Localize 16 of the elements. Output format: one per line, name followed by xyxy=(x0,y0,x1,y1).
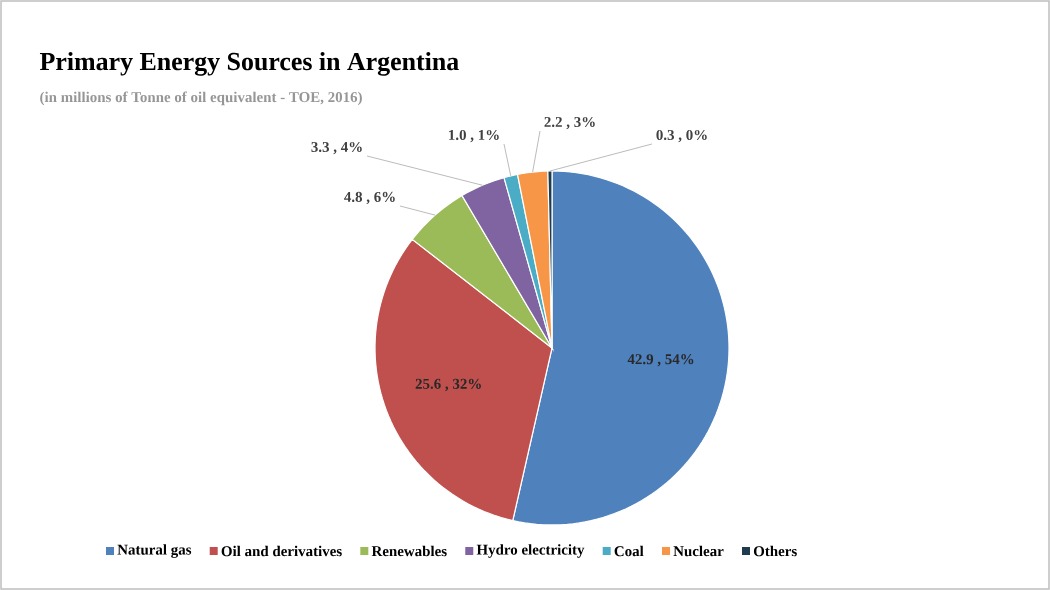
legend-label: Renewables xyxy=(371,545,447,557)
data-label: 25.6 , 32% xyxy=(415,378,481,392)
legend-label: Others xyxy=(753,545,797,557)
legend-label: Nuclear xyxy=(673,545,724,557)
legend-label: Oil and derivatives xyxy=(221,545,342,557)
data-label: 4.8 , 6% xyxy=(344,191,395,205)
data-label: 2.2 , 3% xyxy=(544,116,595,130)
legend-label: Natural gas xyxy=(117,544,192,558)
data-label: 3.3 , 4% xyxy=(311,141,362,155)
data-label: 42.9 , 54% xyxy=(627,354,694,367)
chart-title: Primary Energy Sources in Argentina xyxy=(39,52,459,76)
data-label: 1.0 , 1% xyxy=(449,129,499,143)
legend-label: Hydro electricity xyxy=(476,544,585,558)
data-label: 0.3 , 0% xyxy=(656,129,707,143)
chart-subtitle: (in millions of Tonne of oil equivalent - TOE, 2016) xyxy=(40,91,362,106)
legend-label: Coal xyxy=(614,545,644,557)
